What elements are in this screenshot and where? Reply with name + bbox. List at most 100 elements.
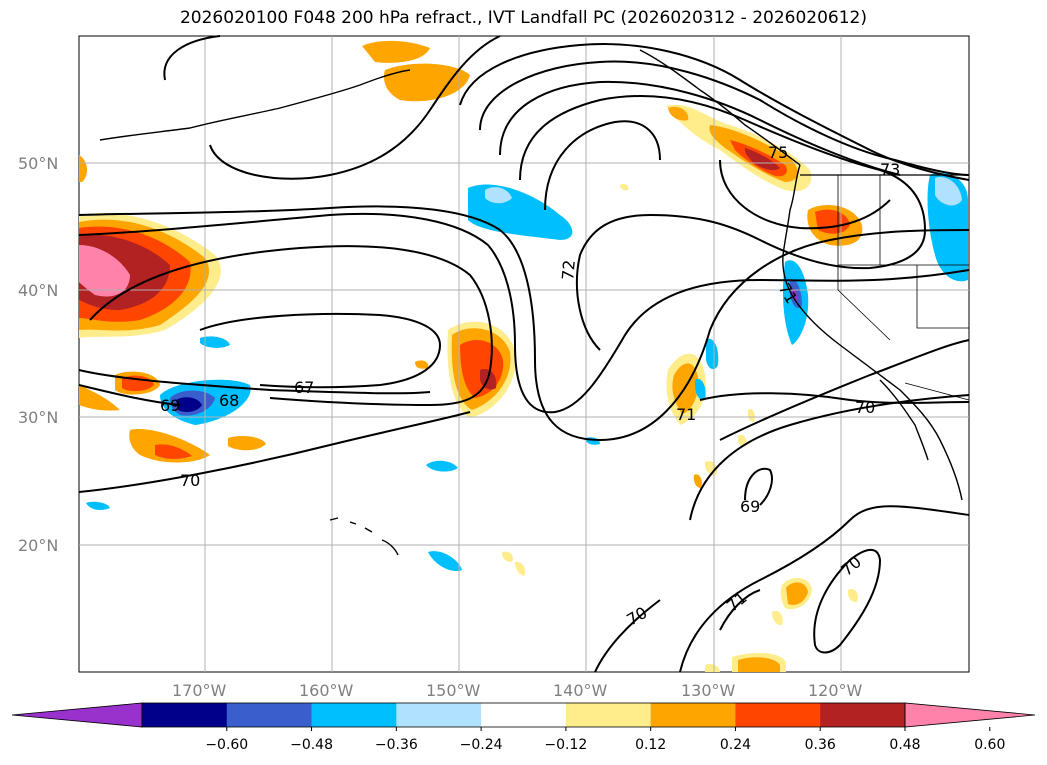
contour-label-71: 71 bbox=[676, 405, 696, 424]
contour-72-inner bbox=[544, 120, 661, 211]
lon-label-170w: 170°W bbox=[172, 681, 227, 700]
lat-label-20n: 20°N bbox=[18, 536, 58, 555]
colorbar-segments bbox=[11, 702, 1036, 728]
contour-71-south bbox=[719, 589, 761, 631]
blob-small-j bbox=[737, 434, 747, 447]
contour-label-70-east: 70 bbox=[855, 398, 875, 417]
colorbar-tick-label: 0.24 bbox=[720, 737, 751, 753]
colorbar-tick-label: −0.12 bbox=[544, 737, 587, 753]
contour-68 bbox=[78, 369, 431, 395]
blob-small-f bbox=[502, 551, 513, 562]
contour-north-loop-4 bbox=[479, 60, 970, 176]
hawaii-islands bbox=[329, 517, 399, 556]
alaska-positive-2 bbox=[383, 63, 470, 102]
mexico-border bbox=[904, 382, 970, 401]
lat-label-30n: 30°N bbox=[18, 408, 58, 427]
lon-label-150w: 150°W bbox=[426, 681, 481, 700]
positive-blob-125w-orange bbox=[786, 582, 808, 605]
lat-label-40n: 40°N bbox=[18, 281, 58, 300]
bc-positive-small bbox=[668, 106, 689, 121]
shaded-fields bbox=[79, 40, 968, 672]
contour-label-67: 67 bbox=[294, 378, 314, 397]
blob-small-a bbox=[200, 336, 230, 348]
contour-3 bbox=[89, 245, 493, 407]
graticule bbox=[79, 36, 969, 672]
colorbar-tick-label: 0.60 bbox=[974, 737, 1005, 753]
lon-label-130w: 130°W bbox=[681, 681, 736, 700]
west-positive-edge bbox=[79, 155, 88, 182]
colorbar-segment bbox=[396, 703, 482, 727]
blob-small-e bbox=[86, 501, 110, 511]
map-title: 2026020100 F048 200 hPa refract., IVT La… bbox=[179, 8, 867, 28]
alaska-positive-1 bbox=[362, 40, 430, 63]
baja-peninsula bbox=[879, 379, 929, 461]
contour-north-loop-1 bbox=[163, 35, 221, 81]
lon-label-120w: 120°W bbox=[808, 681, 863, 700]
contour-label-72: 72 bbox=[558, 259, 579, 281]
colorbar-ticks: −0.60 −0.48 −0.36 −0.24 −0.12 0.12 0.24 0.36 0.4… bbox=[205, 727, 1005, 753]
contour-67 bbox=[199, 312, 442, 389]
blob-small-c bbox=[426, 460, 458, 472]
contour-label-68: 68 bbox=[219, 391, 239, 410]
colorbar-tick-label: −0.60 bbox=[205, 737, 248, 753]
contour-70-west bbox=[78, 411, 471, 493]
contour-label-69: 69 bbox=[160, 396, 180, 415]
blob-small-b bbox=[415, 360, 429, 369]
bottom-positive-orange bbox=[738, 657, 780, 672]
colorbar-tick-label: −0.48 bbox=[290, 737, 333, 753]
colorbar-segment bbox=[735, 703, 821, 727]
colorbar-segment bbox=[226, 703, 313, 727]
contour-69 bbox=[78, 384, 181, 406]
colorbar-tick-label: 0.48 bbox=[889, 737, 920, 753]
bc-positive-dark bbox=[744, 148, 780, 171]
west-positive-low bbox=[79, 385, 120, 411]
blob-small-m bbox=[693, 474, 702, 488]
colorbar-segment bbox=[311, 703, 397, 727]
state-border-4 bbox=[837, 265, 891, 341]
california-negative-dark bbox=[792, 289, 799, 303]
longitude-labels: 170°W 160°W 150°W 140°W 130°W 120°W bbox=[172, 681, 863, 700]
blob-small-i bbox=[620, 183, 629, 191]
blob-small-o bbox=[847, 588, 858, 603]
montana-negative-light bbox=[935, 176, 962, 206]
colorbar-outline bbox=[141, 702, 906, 728]
colorbar-tick-label: −0.24 bbox=[460, 737, 503, 753]
colorbar-tick-label: 0.36 bbox=[805, 737, 836, 753]
colorbar-tick-label: 0.12 bbox=[635, 737, 666, 753]
latitude-labels: 50°N 40°N 30°N 20°N bbox=[18, 154, 58, 555]
contour-north-loop-5 bbox=[499, 80, 901, 176]
north-america-coast bbox=[782, 164, 963, 501]
contours bbox=[78, 35, 970, 673]
contour-70-east bbox=[699, 392, 970, 404]
colorbar: −0.60 −0.48 −0.36 −0.24 −0.12 0.12 0.24 0.36 0.4… bbox=[11, 702, 1036, 753]
bottom-positive-b bbox=[705, 663, 720, 672]
coastlines bbox=[99, 49, 970, 556]
colorbar-segment bbox=[142, 703, 228, 727]
negative-blob-1-dark bbox=[176, 397, 202, 413]
colorbar-segment bbox=[820, 703, 906, 727]
contour-label-73: 73 bbox=[880, 160, 900, 179]
contour-east-loop bbox=[719, 159, 891, 230]
contour-label-70: 70 bbox=[180, 471, 200, 490]
contour-east-4 bbox=[679, 505, 970, 673]
contour-70-south bbox=[594, 599, 661, 673]
negative-blob-130w bbox=[706, 338, 719, 370]
colorbar-extend-low bbox=[11, 702, 143, 728]
contour-east-2 bbox=[719, 339, 970, 441]
blob-28n-b bbox=[228, 436, 266, 451]
lon-label-140w: 140°W bbox=[553, 681, 608, 700]
blob-small-k bbox=[747, 408, 755, 422]
negative-blob-2-light bbox=[485, 187, 512, 204]
alaska-coast bbox=[99, 69, 411, 141]
contour-label-69-east: 69 bbox=[740, 497, 760, 516]
map-panel: 67 68 69 70 71 72 75 73 70 69 71 70 70 7… bbox=[78, 35, 970, 673]
contour-72 bbox=[519, 95, 927, 351]
colorbar-tick-label: −0.36 bbox=[375, 737, 418, 753]
negative-blob-130w-b bbox=[694, 378, 706, 401]
contour-label-75: 75 bbox=[768, 143, 788, 162]
lat-label-50n: 50°N bbox=[18, 154, 58, 173]
state-border-3 bbox=[916, 265, 969, 329]
contour-2 bbox=[78, 212, 970, 414]
contour-70-right bbox=[813, 548, 882, 654]
